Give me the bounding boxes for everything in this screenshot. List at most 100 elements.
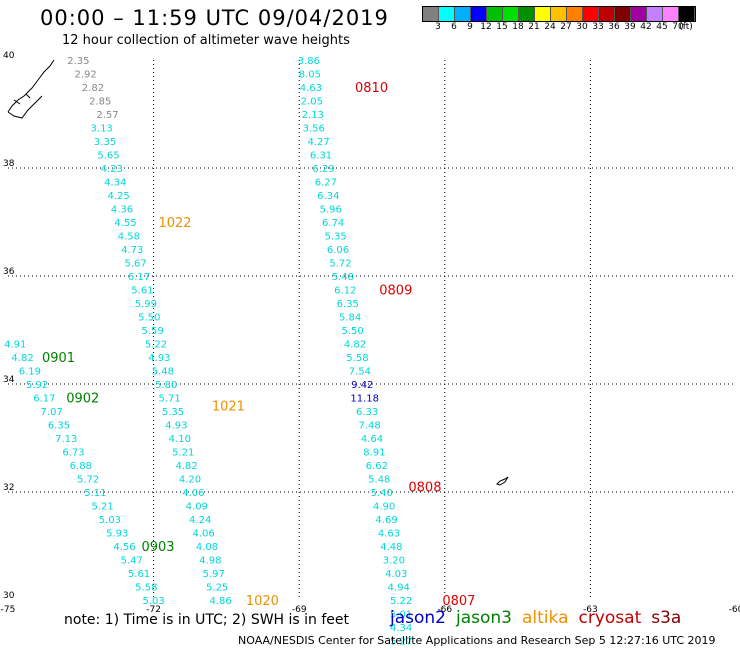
lat-tick-label: 38 xyxy=(3,159,15,169)
swh-value: 11.18 xyxy=(350,394,379,405)
swh-value: 4.24 xyxy=(189,515,211,526)
swh-value: 4.58 xyxy=(118,232,140,243)
lat-tick-label: 32 xyxy=(3,483,14,493)
swh-value: 5.35 xyxy=(162,407,184,418)
lat-tick-label: 34 xyxy=(3,375,15,385)
swh-value: 4.06 xyxy=(192,529,214,540)
lon-tick-label: -75 xyxy=(1,605,16,615)
color-swatch xyxy=(439,7,455,21)
swh-value: 6.74 xyxy=(322,218,344,229)
swh-value: 2.35 xyxy=(67,56,89,67)
swh-value: 7.48 xyxy=(358,421,380,432)
swh-value: 5.67 xyxy=(125,259,147,270)
color-scale-label: 39 xyxy=(624,22,636,32)
swh-value: 5.99 xyxy=(135,299,157,310)
pass-time-label: 0903 xyxy=(141,540,174,555)
color-swatch xyxy=(615,7,631,21)
swh-value: 4.10 xyxy=(169,434,191,445)
swh-value: 5.61 xyxy=(131,286,153,297)
swh-value: 5.01 xyxy=(390,610,412,621)
swh-value: 4.34 xyxy=(104,178,126,189)
swh-value: 5.47 xyxy=(121,556,143,567)
swh-value: 5.58 xyxy=(135,583,157,594)
pass-time-label: 1021 xyxy=(212,400,245,415)
page-title: 00:00 – 11:59 UTC 09/04/2019 xyxy=(40,6,389,30)
swh-value: 2.85 xyxy=(89,97,111,108)
swh-value: 4.34 xyxy=(390,623,412,634)
swh-value: 5.03 xyxy=(142,596,164,607)
swh-value: 4.03 xyxy=(385,569,407,580)
lat-tick-label: 30 xyxy=(3,591,15,601)
swh-value: 4.94 xyxy=(388,583,410,594)
coastline xyxy=(7,59,509,486)
swh-value: 6.33 xyxy=(356,407,378,418)
swh-value: 6.88 xyxy=(70,461,92,472)
lon-tick-label: -66 xyxy=(437,605,452,615)
color-swatch xyxy=(519,7,535,21)
swh-value: 7.13 xyxy=(55,434,77,445)
color-scale-label: 36 xyxy=(608,22,620,32)
swh-value: 5.84 xyxy=(339,313,361,324)
color-scale-label: 33 xyxy=(592,22,604,32)
color-swatch xyxy=(567,7,583,21)
swh-value: 5.50 xyxy=(341,326,363,337)
swh-value: 6.17 xyxy=(128,272,150,283)
color-swatch xyxy=(471,7,487,21)
swh-value: 2.05 xyxy=(301,97,323,108)
swh-value: 4.23 xyxy=(101,164,123,175)
swh-value: 6.12 xyxy=(334,286,356,297)
swh-value: 4.64 xyxy=(361,434,383,445)
pass-time-label: 0810 xyxy=(355,81,388,96)
legend-jason2: jason2 xyxy=(390,608,446,628)
swh-value: 5.48 xyxy=(332,272,354,283)
pass-time-label: 0809 xyxy=(379,284,412,299)
swh-value: 4.69 xyxy=(375,515,397,526)
swh-value: 5.35 xyxy=(324,232,346,243)
swh-value: 6.19 xyxy=(19,367,41,378)
swh-value: 5.48 xyxy=(368,475,390,486)
swh-value: 5.22 xyxy=(145,340,167,351)
color-swatch xyxy=(599,7,615,21)
page-subtitle: 12 hour collection of altimeter wave hei… xyxy=(62,33,350,48)
swh-value: 4.25 xyxy=(108,191,130,202)
lon-tick-label: -72 xyxy=(146,605,161,615)
color-swatch xyxy=(583,7,599,21)
swh-value: 3.13 xyxy=(91,124,113,135)
map-axes: -75 -72 -69 -66 -63 -60 40 38 36 34 32 30 xyxy=(1,51,740,615)
color-swatch xyxy=(631,7,647,21)
swh-value: 3.20 xyxy=(383,556,405,567)
color-scale-label: 42 xyxy=(640,22,652,32)
legend-cryosat: cryosat xyxy=(578,608,642,628)
color-scale-label: 3 xyxy=(435,22,441,32)
swh-value: 4.08 xyxy=(196,542,218,553)
swh-value: 5.72 xyxy=(77,475,99,486)
swh-value: 6.06 xyxy=(327,245,349,256)
swh-value: 5.65 xyxy=(97,151,119,162)
color-scale-label: 15 xyxy=(496,22,508,32)
swh-value: 6.29 xyxy=(312,164,334,175)
color-scale-label: 12 xyxy=(480,22,492,32)
swh-value: 5.72 xyxy=(329,259,351,270)
swh-value: 4.56 xyxy=(113,542,135,553)
pass-time-label: 0902 xyxy=(66,392,99,407)
color-swatch xyxy=(487,7,503,21)
swh-value: 4.93 xyxy=(165,421,187,432)
pass-time-label: 0901 xyxy=(42,351,75,366)
color-swatch xyxy=(503,7,519,21)
swh-value: 3.86 xyxy=(298,56,320,67)
swh-value: 4.63 xyxy=(378,529,400,540)
swh-value: 5.92 xyxy=(26,380,48,391)
swh-value: 6.17 xyxy=(33,394,55,405)
swh-value: 5.80 xyxy=(155,380,177,391)
bermuda-island xyxy=(496,476,509,486)
color-swatch xyxy=(551,7,567,21)
footer-note: note: 1) Time is in UTC; 2) SWH is in fe… xyxy=(64,612,350,628)
swh-value: 5.50 xyxy=(138,313,160,324)
swh-value: 2.13 xyxy=(302,110,324,121)
legend-altika: altika xyxy=(522,608,569,628)
legend-s3a: s3a xyxy=(651,608,682,628)
color-scale-label: 45 xyxy=(656,22,668,32)
swh-value: 6.31 xyxy=(310,151,332,162)
swh-value: 6.35 xyxy=(337,299,359,310)
swh-value: 4.55 xyxy=(114,218,136,229)
